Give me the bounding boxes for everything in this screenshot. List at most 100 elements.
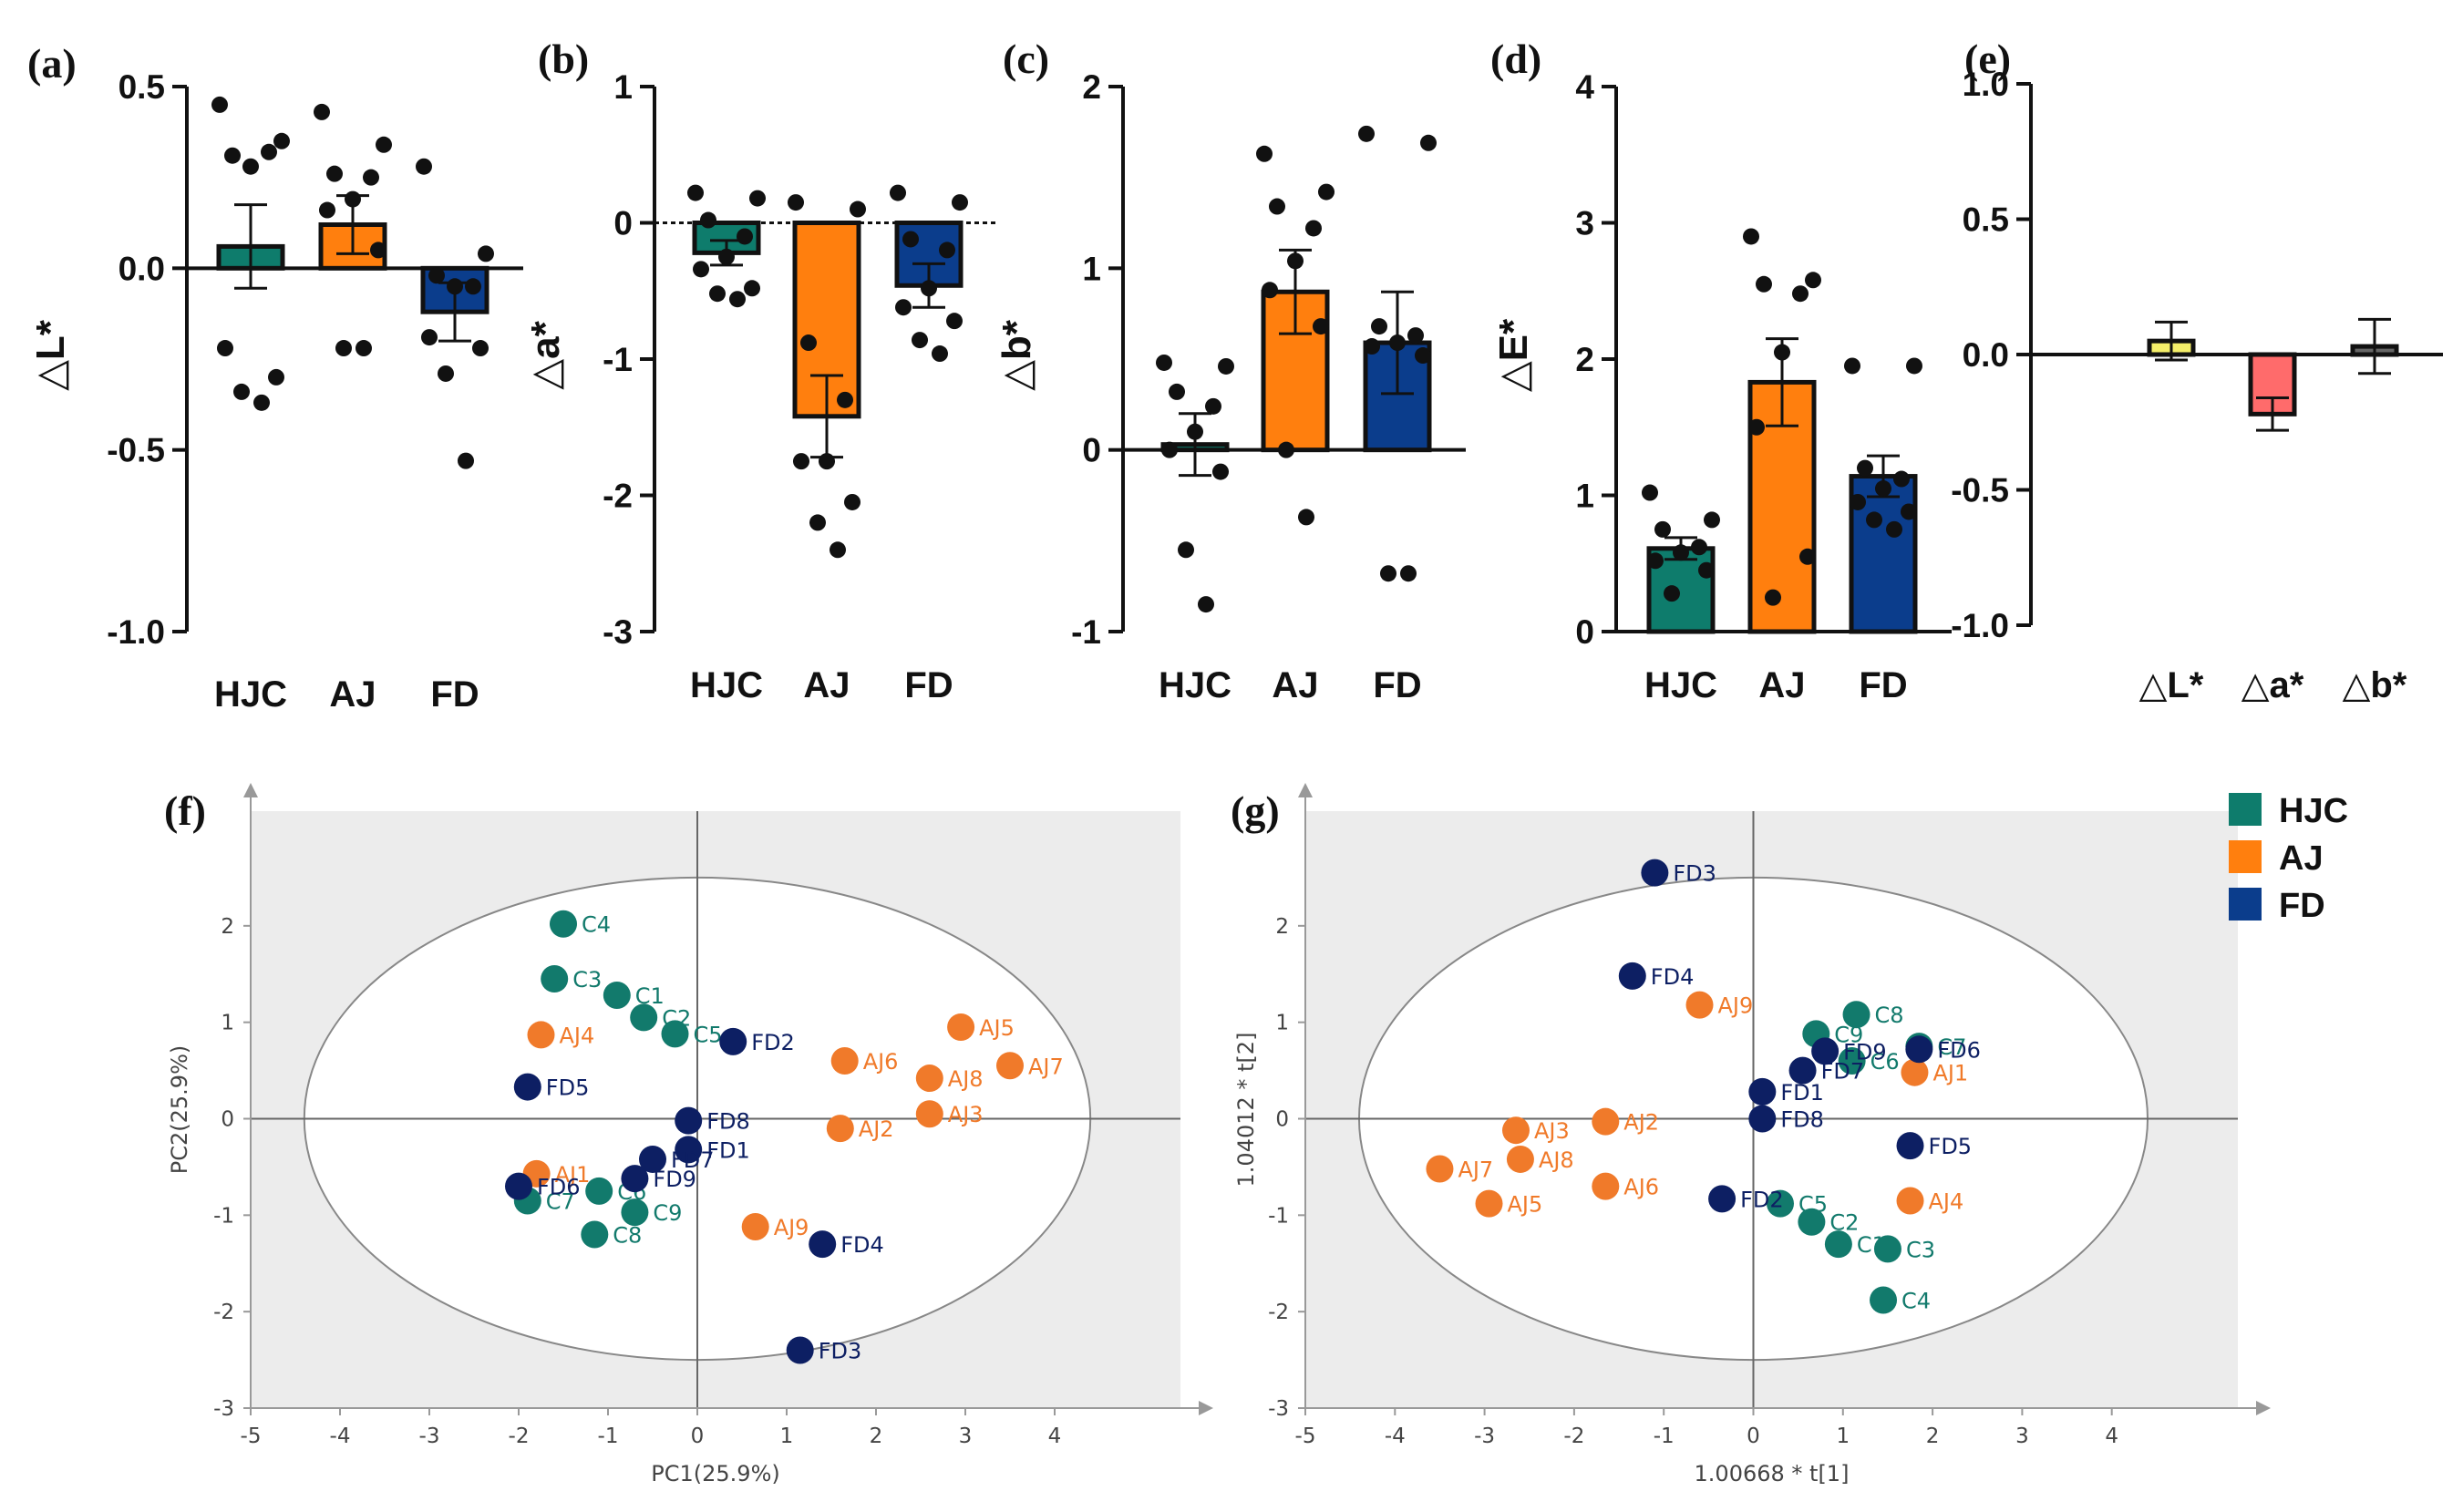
panel-d-data-point [1698, 562, 1715, 579]
panel-d-category-label: FD [1859, 665, 1907, 705]
panel-c-data-point [1287, 252, 1304, 269]
panel-g-sample-point-AJ6 [1592, 1173, 1619, 1200]
panel-f-sample-point-FD8 [675, 1107, 702, 1135]
panel-b-data-point [800, 334, 817, 351]
panel-f-sample-point-C4 [550, 910, 577, 938]
panel-d-ytick-label: 4 [1575, 68, 1594, 106]
panel-c-data-point [1278, 442, 1294, 458]
panel-g-sample-label-C8: C8 [1875, 1003, 1904, 1028]
panel-e-ytick-label: -1.0 [1951, 607, 2009, 644]
panel-g-xtick-label: 0 [1747, 1425, 1760, 1448]
panel-c-data-point [1262, 282, 1278, 298]
panel-g-sample-point-AJ9 [1686, 992, 1714, 1019]
panel-c-data-point [1178, 541, 1194, 558]
panel-f-sample-label-AJ2: AJ2 [859, 1116, 894, 1142]
panel-g-sample-point-FD4 [1619, 962, 1646, 990]
panel-g-sample-point-AJ1 [1901, 1059, 1928, 1086]
panel-f-sample-label-FD4: FD4 [840, 1232, 884, 1258]
panel-b-data-point [687, 185, 704, 201]
panel-c-data-point [1187, 424, 1203, 440]
panel-f-sample-label-FD9: FD9 [653, 1167, 696, 1192]
panel-g-sample-label-FD5: FD5 [1929, 1134, 1973, 1159]
panel-f-xtick-label: 3 [959, 1425, 973, 1448]
panel-c-data-point [1415, 347, 1431, 364]
panel-d-category-label: HJC [1644, 665, 1717, 705]
panel-g-xtick-label: -1 [1654, 1425, 1675, 1448]
panel-f-sample-label-C5: C5 [694, 1022, 723, 1047]
panel-f-sample-label-FD6: FD6 [537, 1175, 581, 1200]
panel-e-ytick-label: 0.5 [1963, 201, 2009, 239]
panel-d-data-point [1901, 503, 1917, 519]
panel-c-data-point [1161, 442, 1178, 458]
panel-e-category-label: △b* [2343, 665, 2407, 705]
panel-d-data-point [1664, 585, 1680, 602]
panel-a-data-point [478, 245, 494, 262]
panel-f-sample-label-C3: C3 [572, 967, 602, 993]
panel-d-label: (d) [1490, 36, 1541, 82]
panel-c-data-point [1218, 358, 1234, 375]
panel-f-sample-label-AJ5: AJ5 [979, 1015, 1015, 1041]
panel-a-data-point [314, 104, 330, 120]
panel-b-data-point [737, 228, 753, 244]
panel-d-data-point [1906, 357, 1922, 374]
panel-g-ytick-label: -3 [1268, 1397, 1289, 1421]
panel-b-category-label: HJC [690, 665, 763, 705]
panel-g-sample-point-AJ4 [1897, 1187, 1924, 1214]
panel-f-sample-label-FD3: FD3 [819, 1339, 862, 1364]
panel-f-sample-label-C8: C8 [613, 1223, 642, 1249]
panel-d-data-point [1654, 521, 1671, 538]
panel-g-sample-point-AJ3 [1502, 1116, 1530, 1144]
panel-g-sample-point-C4 [1870, 1286, 1897, 1313]
legend-swatch-aj [2229, 840, 2262, 873]
panel-b-data-point [788, 194, 804, 211]
panel-d-data-point [1642, 485, 1658, 501]
panel-f-sample-label-AJ6: AJ6 [863, 1049, 899, 1075]
panel-a-data-point [233, 384, 250, 400]
panel-g-sample-label-AJ4: AJ4 [1929, 1188, 1964, 1214]
panel-g-sample-point-FD7 [1789, 1057, 1817, 1085]
panel-f-sample-point-C1 [603, 982, 631, 1009]
panel-f-sample-point-AJ9 [742, 1213, 769, 1240]
panel-g-xtick-label: 1 [1836, 1425, 1850, 1448]
panel-f-sample-point-AJ4 [528, 1021, 555, 1048]
panel-f-ytick-label: -2 [213, 1301, 234, 1324]
panel-g-sample-label-AJ9: AJ9 [1718, 993, 1754, 1019]
panel-f-xtick-label: -3 [419, 1425, 440, 1448]
panel-c-data-point [1318, 184, 1335, 201]
panel-c-data-point [1420, 135, 1437, 151]
panel-b-data-point [921, 280, 937, 296]
panel-c-ytick-label: 2 [1082, 68, 1101, 106]
panel-c-data-point [1407, 327, 1424, 344]
panel-a-data-point [472, 340, 489, 356]
panel-g-ytick-label: 2 [1275, 915, 1289, 939]
panel-b-ytick-label: 1 [613, 68, 633, 106]
legend-swatch-fd [2229, 888, 2262, 921]
panel-a-data-point [363, 170, 379, 186]
panel-b-ytick-label: -2 [603, 478, 633, 515]
panel-f-sample-label-C9: C9 [653, 1200, 682, 1226]
panel-f-xtick-label: -2 [509, 1425, 530, 1448]
panel-g-sample-point-FD1 [1748, 1078, 1776, 1106]
panel-d-data-point [1857, 460, 1873, 477]
panel-a-data-point [335, 340, 352, 356]
panel-e-ytick-label: 1.0 [1963, 66, 2009, 103]
panel-f-y-axis-arrow [243, 783, 258, 797]
panel-b-data-point [902, 231, 919, 247]
panel-f-sample-point-FD6 [505, 1173, 532, 1200]
panel-d-data-point [1691, 539, 1707, 555]
panel-g-sample-label-AJ8: AJ8 [1539, 1147, 1574, 1173]
panel-d-ytick-label: 2 [1575, 341, 1594, 378]
panel-g-label: (g) [1231, 787, 1280, 834]
panel-b-data-point [744, 280, 760, 296]
panel-f-sample-label-FD5: FD5 [546, 1075, 590, 1101]
panel-f-ytick-label: -3 [213, 1397, 234, 1421]
panel-b-data-point [912, 332, 928, 348]
panel-a-ytick-label: -1.0 [107, 613, 165, 651]
panel-c-data-point [1313, 318, 1329, 334]
panel-f-sample-point-FD5 [514, 1074, 541, 1101]
panel-e-category-label: △L* [2139, 665, 2204, 705]
panel-b-data-point [700, 212, 716, 229]
panel-c-label: (c) [1003, 36, 1049, 82]
panel-f-sample-point-AJ2 [827, 1115, 854, 1142]
panel-f-sample-point-C3 [541, 965, 568, 993]
